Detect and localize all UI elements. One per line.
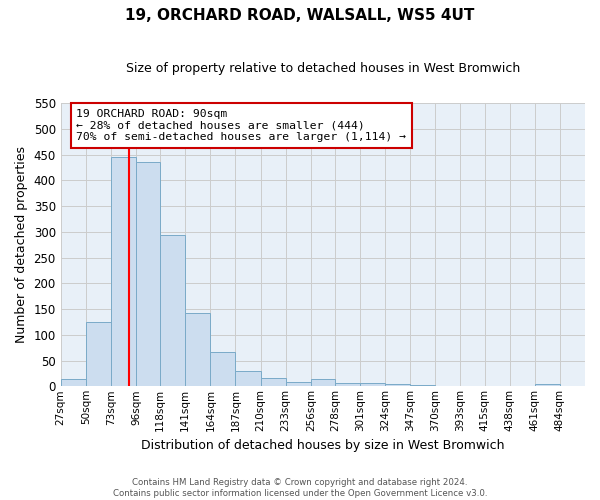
Bar bbox=[335, 382, 360, 386]
Bar bbox=[535, 384, 560, 386]
Bar bbox=[410, 385, 436, 386]
Bar bbox=[61, 378, 86, 386]
Bar bbox=[111, 157, 136, 386]
Bar bbox=[260, 378, 286, 386]
Bar bbox=[385, 384, 410, 386]
Bar bbox=[86, 322, 111, 386]
Bar bbox=[160, 236, 185, 386]
Bar bbox=[286, 382, 311, 386]
Bar bbox=[311, 379, 335, 386]
Y-axis label: Number of detached properties: Number of detached properties bbox=[15, 146, 28, 343]
Bar bbox=[136, 162, 160, 386]
Text: Contains HM Land Registry data © Crown copyright and database right 2024.
Contai: Contains HM Land Registry data © Crown c… bbox=[113, 478, 487, 498]
Bar bbox=[185, 312, 211, 386]
Bar bbox=[360, 382, 385, 386]
Bar bbox=[235, 372, 260, 386]
Text: 19 ORCHARD ROAD: 90sqm
← 28% of detached houses are smaller (444)
70% of semi-de: 19 ORCHARD ROAD: 90sqm ← 28% of detached… bbox=[76, 108, 406, 142]
X-axis label: Distribution of detached houses by size in West Bromwich: Distribution of detached houses by size … bbox=[141, 440, 505, 452]
Title: Size of property relative to detached houses in West Bromwich: Size of property relative to detached ho… bbox=[126, 62, 520, 76]
Text: 19, ORCHARD ROAD, WALSALL, WS5 4UT: 19, ORCHARD ROAD, WALSALL, WS5 4UT bbox=[125, 8, 475, 22]
Bar bbox=[211, 352, 235, 386]
